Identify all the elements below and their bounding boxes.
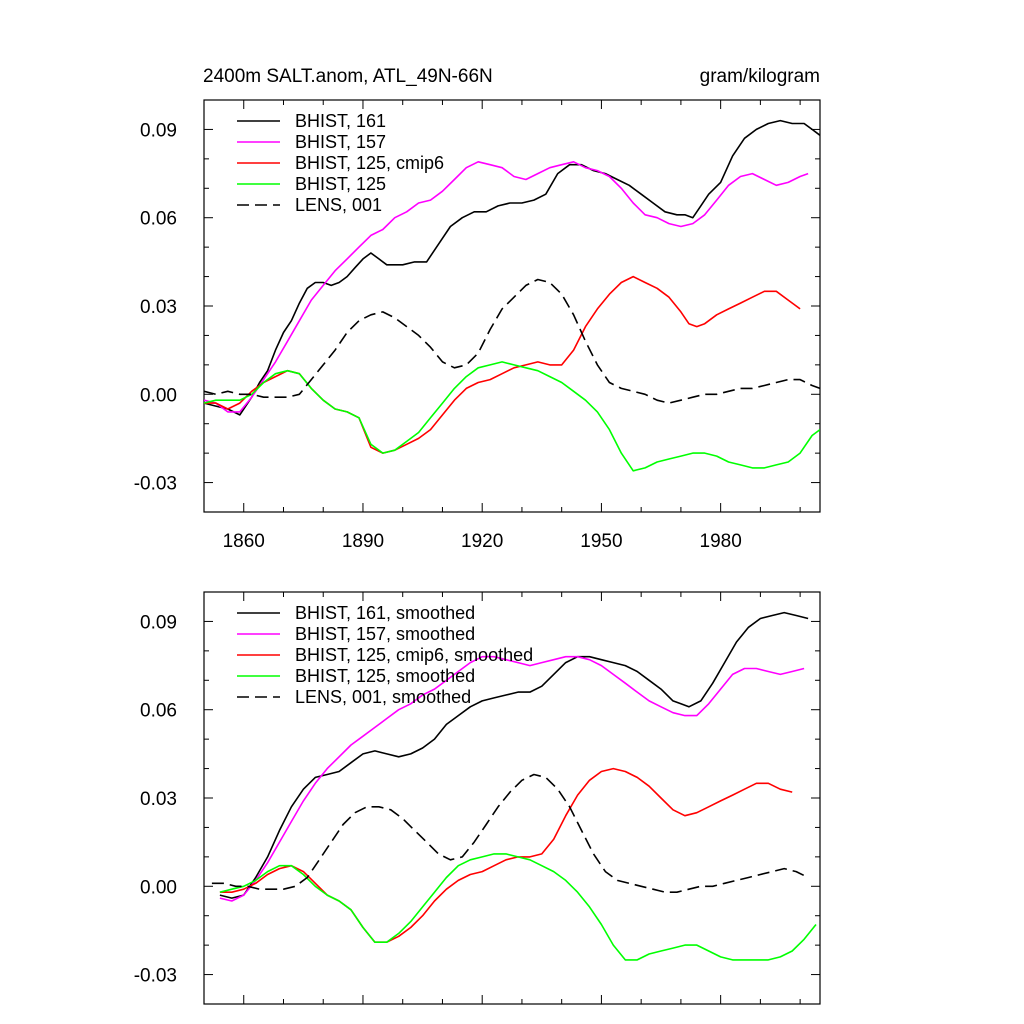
y-tick-label: 0.03 xyxy=(140,297,177,318)
x-tick-label: 1980 xyxy=(700,531,742,552)
legend-label: BHIST, 125, cmip6 xyxy=(295,153,444,173)
legend-label: BHIST, 161, smoothed xyxy=(295,603,475,623)
series-group xyxy=(211,611,817,961)
y-tick-label: 0.03 xyxy=(140,789,177,810)
x-tick-label: 1950 xyxy=(580,531,622,552)
series-line-1 xyxy=(219,611,809,899)
x-tick-label: 1860 xyxy=(223,531,265,552)
series-line-5 xyxy=(211,773,809,894)
legend-label: BHIST, 157, smoothed xyxy=(295,624,475,644)
chart-panels: 1860 1890 1920 1950 1980 -0.03 0.00 0.03 0.06 0.0… xyxy=(134,99,821,1005)
legend-label: BHIST, 161 xyxy=(295,111,386,131)
series-line-2 xyxy=(204,161,809,413)
chart-panel-2: -0.03 0.00 0.03 0.06 0.09 BHIST, 161, smoothe… xyxy=(134,591,821,1005)
legend-label: BHIST, 125 xyxy=(295,174,386,194)
y-tick-label: 0.06 xyxy=(140,209,177,230)
series-line-3 xyxy=(219,767,793,944)
y-tick-label: -0.03 xyxy=(134,474,177,495)
y-tick-label: 0.06 xyxy=(140,701,177,722)
series-line-2 xyxy=(219,655,805,902)
x-tick-label: 1920 xyxy=(461,531,503,552)
y-tick-label: 0.00 xyxy=(140,877,177,898)
y-tick-label: -0.03 xyxy=(134,966,177,987)
legend-label: BHIST, 157 xyxy=(295,132,386,152)
y-tick-label: 0.09 xyxy=(140,612,177,633)
series-line-4 xyxy=(204,361,820,472)
chart-units: gram/kilogram xyxy=(700,66,820,87)
series-line-5 xyxy=(204,278,820,404)
legend-label: BHIST, 125, cmip6, smoothed xyxy=(295,645,533,665)
series-line-3 xyxy=(204,275,801,454)
legend-label: LENS, 001, smoothed xyxy=(295,687,471,707)
x-tick-label: 1890 xyxy=(342,531,384,552)
series-line-4 xyxy=(219,853,817,961)
chart-panel-1: 1860 1890 1920 1950 1980 -0.03 0.00 0.03 0.06 0.0… xyxy=(134,99,821,552)
y-tick-label: 0.09 xyxy=(140,120,177,141)
legend-label: LENS, 001 xyxy=(295,195,382,215)
chart-title: 2400m SALT.anom, ATL_49N-66N xyxy=(203,66,493,87)
y-tick-label: 0.00 xyxy=(140,385,177,406)
series-line-1 xyxy=(204,119,820,416)
legend-label: BHIST, 125, smoothed xyxy=(295,666,475,686)
series-group xyxy=(204,119,820,472)
